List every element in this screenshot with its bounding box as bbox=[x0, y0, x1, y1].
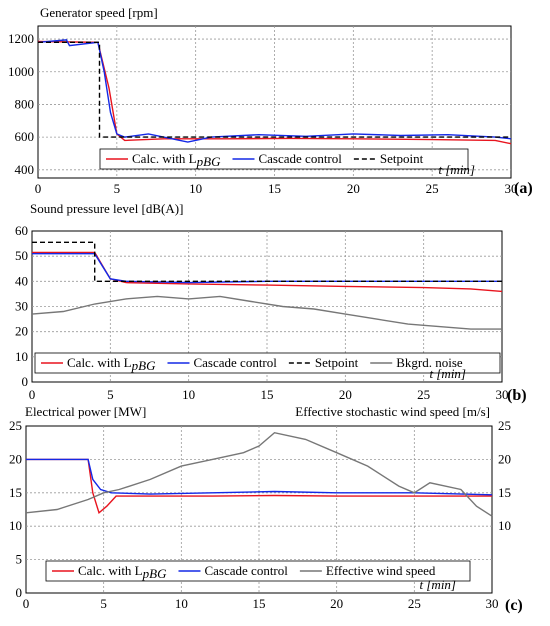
y-right-tick-label: 25 bbox=[498, 418, 511, 433]
panel-title: Generator speed [rpm] bbox=[40, 5, 158, 20]
x-tick-label: 25 bbox=[417, 387, 430, 402]
x-tick-label: 10 bbox=[175, 596, 188, 611]
legend-label: Calc. with L bbox=[78, 563, 143, 578]
x-tick-label: 25 bbox=[426, 181, 439, 196]
x-tick-label: 30 bbox=[496, 387, 509, 402]
y-right-tick-label: 10 bbox=[498, 518, 511, 533]
panel-title: Electrical power [MW] bbox=[25, 404, 146, 419]
x-tick-label: 25 bbox=[408, 596, 421, 611]
x-axis-label: t [min] bbox=[430, 366, 466, 381]
panel-label: (c) bbox=[505, 597, 523, 614]
x-tick-label: 10 bbox=[189, 181, 202, 196]
series-line-1 bbox=[37, 40, 512, 145]
x-tick-label: 30 bbox=[486, 596, 499, 611]
legend-label: Cascade control bbox=[258, 151, 342, 166]
legend-label: Effective wind speed bbox=[326, 563, 436, 578]
series-line-1 bbox=[26, 458, 492, 515]
x-tick-label: 20 bbox=[339, 387, 352, 402]
legend-subscript: pBG bbox=[131, 358, 156, 373]
legend-label: Cascade control bbox=[193, 355, 277, 370]
y-tick-label: 25 bbox=[9, 418, 22, 433]
legend-box bbox=[45, 560, 471, 582]
x-axis-label: t [min] bbox=[439, 162, 475, 177]
x-tick-label: 5 bbox=[100, 596, 107, 611]
legend-subscript: pBG bbox=[142, 566, 167, 581]
y-tick-label: 10 bbox=[9, 518, 22, 533]
y-right-tick-label: 20 bbox=[498, 451, 511, 466]
y-tick-label: 20 bbox=[15, 324, 28, 339]
y-tick-label: 5 bbox=[16, 552, 23, 567]
x-tick-label: 20 bbox=[330, 596, 343, 611]
legend-label: Setpoint bbox=[315, 355, 359, 370]
legend-box bbox=[34, 352, 501, 374]
y-tick-label: 50 bbox=[15, 248, 28, 263]
series-line-2 bbox=[37, 39, 512, 143]
y-tick-label: 40 bbox=[15, 273, 28, 288]
y-tick-label: 30 bbox=[15, 299, 28, 314]
legend-label: Calc. with L bbox=[67, 355, 132, 370]
x-tick-label: 5 bbox=[114, 181, 121, 196]
legend-box bbox=[99, 148, 469, 170]
y-tick-label: 800 bbox=[15, 96, 35, 111]
panel-label: (a) bbox=[514, 180, 533, 197]
series-line-3 bbox=[38, 41, 511, 138]
y-tick-label: 10 bbox=[15, 349, 28, 364]
x-tick-label: 0 bbox=[35, 181, 42, 196]
series-line-3 bbox=[32, 241, 502, 282]
x-tick-label: 30 bbox=[505, 181, 518, 196]
x-tick-label: 15 bbox=[268, 181, 281, 196]
x-tick-label: 10 bbox=[182, 387, 195, 402]
x-tick-label: 5 bbox=[107, 387, 114, 402]
x-tick-label: 0 bbox=[23, 596, 30, 611]
y-tick-label: 0 bbox=[22, 374, 29, 389]
legend-label: Bkgrd. noise bbox=[396, 355, 463, 370]
panel-title: Sound pressure level [dB(A)] bbox=[30, 201, 183, 216]
legend-label: Cascade control bbox=[204, 563, 288, 578]
x-axis-label: t [min] bbox=[420, 577, 456, 592]
y-tick-label: 0 bbox=[16, 585, 23, 600]
y-tick-label: 15 bbox=[9, 485, 22, 500]
series-line-4 bbox=[31, 295, 502, 330]
x-tick-label: 15 bbox=[253, 596, 266, 611]
x-tick-label: 20 bbox=[347, 181, 360, 196]
panel-title-right: Effective stochastic wind speed [m/s] bbox=[295, 404, 490, 419]
panel-label: (b) bbox=[507, 387, 527, 404]
y-tick-label: 20 bbox=[9, 451, 22, 466]
legend-subscript: pBG bbox=[196, 154, 221, 169]
panel-3: 0 5 10 15 20 25 30051015202510152025Electrical… bbox=[9, 404, 523, 614]
x-tick-label: 0 bbox=[29, 387, 36, 402]
y-tick-label: 400 bbox=[15, 162, 35, 177]
panel-1: 0 5 10 15 20 25 30 400 600 800 1000 1200 Generator s… bbox=[8, 5, 533, 197]
y-tick-label: 600 bbox=[15, 129, 35, 144]
series-line-3 bbox=[25, 431, 493, 517]
x-tick-label: 15 bbox=[261, 387, 274, 402]
legend-label: Calc. with L bbox=[132, 151, 197, 166]
y-tick-label: 60 bbox=[15, 223, 28, 238]
series-line-2 bbox=[26, 458, 493, 496]
y-tick-label: 1200 bbox=[8, 31, 34, 46]
y-tick-label: 1000 bbox=[8, 64, 34, 79]
y-right-tick-label: 15 bbox=[498, 485, 511, 500]
legend-label: Setpoint bbox=[380, 151, 424, 166]
